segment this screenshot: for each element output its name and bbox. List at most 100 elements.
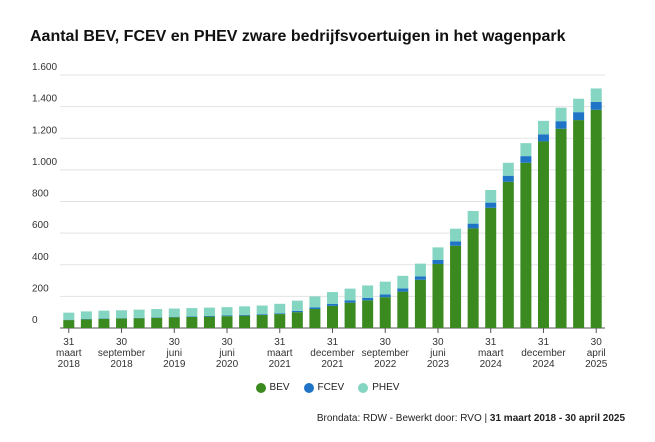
bar-segment [291,300,303,311]
bar-segment [344,288,356,301]
bar-segment [485,189,497,203]
bar-segment [414,279,426,328]
bar-segment [203,307,215,316]
x-tick-label: 30 juni 2020 [215,337,239,370]
bar-segment [221,307,233,316]
bar-segment [432,260,444,264]
bar-segment [256,305,268,315]
bar-segment [274,303,286,314]
bar-segment [344,302,356,328]
bar-segment [397,275,409,289]
bar-segment [309,309,321,328]
legend-item: FCEV [303,382,344,393]
bar-segment [203,316,215,328]
bar-segment [309,307,321,310]
bar-segment [221,315,233,317]
bar-segment [344,300,356,303]
y-tick-label: 1.400 [32,94,57,105]
y-tick-label: 800 [32,189,49,200]
bar-segment [379,297,391,328]
bar-segment [116,310,128,319]
bar-segment [414,263,426,277]
x-tick-label: 30 juni 2019 [163,337,186,370]
y-tick-label: 1.600 [32,62,57,73]
bar-segment [502,162,514,176]
bar-segment [186,316,198,328]
bar-segment [573,120,585,328]
bar-segment [590,109,602,328]
y-tick-label: 200 [32,283,49,294]
bar-segment [362,297,374,301]
bar-segment [274,314,286,328]
legend-swatch [255,382,266,393]
legend-swatch [303,382,314,393]
x-tick-label: 30 april 2025 [585,337,608,370]
legend-item: PHEV [358,382,399,393]
bar-segment [467,228,479,328]
source: Brondata: RDW - Bewerkt door: RVO | 31 m… [317,413,625,424]
bar-segment [239,315,251,328]
bar-segment [450,241,462,246]
bar-segment [502,181,514,328]
bar-segment [397,288,409,292]
bar-segment [450,228,462,242]
y-tick-label: 1.000 [32,157,57,168]
bar-segment [555,121,567,129]
legend-swatch [358,382,369,393]
bar-segment [467,223,479,229]
bar-segment [133,318,145,328]
bar-segment [274,313,286,315]
y-tick-label: 1.200 [32,125,57,136]
bar-segment [327,305,338,328]
x-tick-label: 30 september 2022 [361,337,409,370]
bar-segment [555,107,567,122]
bar-segment [80,311,92,319]
bar-segment [379,294,391,298]
bar-segment [98,318,110,328]
bar-segment [309,296,321,308]
bar-segment [485,202,497,208]
bar-segment [432,247,444,261]
bar-segment [203,315,215,317]
bar-segment [537,141,549,328]
bar-segment [467,210,479,224]
bar-segment [116,318,128,328]
bar-segment [186,308,198,317]
y-tick-label: 600 [32,220,49,231]
source-text: Brondata: RDW - Bewerkt door: RVO | [316,413,488,424]
x-tick-label: 31 december 2024 [521,337,566,370]
bar-segment [379,281,391,295]
bar-segment [80,319,92,328]
legend-item: BEV [255,382,290,393]
bar-segment [573,98,585,113]
bar-segment [98,310,110,319]
bar-segment [450,245,462,328]
x-tick-label: 30 september 2018 [97,337,146,370]
bar-segment [291,312,303,328]
x-tick-label: 31 december 2021 [310,337,355,370]
bar-segment [239,306,251,315]
bar-segment [537,134,549,142]
x-tick-label: 30 juni 2023 [426,337,450,370]
bar-segment [221,316,233,328]
bar-segment [520,156,532,163]
x-tick-label: 31 maart 2024 [477,337,504,370]
bar-segment [520,162,532,328]
x-tick-label: 31 maart 2018 [56,337,82,370]
bar-segment [520,143,532,157]
bar-segment [133,309,145,318]
chart-title: Aantal BEV, FCEV en PHEV zware bedrijfsv… [30,28,566,45]
bar-segment [485,207,497,328]
bar-segment [256,315,268,328]
bar-segment [256,314,268,316]
bar-segment [63,320,75,328]
source-period: 31 maart 2018 - 30 april 2025 [489,413,625,424]
bar-segment [362,300,374,328]
bar-segment [327,303,338,306]
bar-segment [151,317,163,328]
bar-segment [573,112,585,121]
bar-segment [63,312,75,320]
bar-segment [151,309,163,318]
